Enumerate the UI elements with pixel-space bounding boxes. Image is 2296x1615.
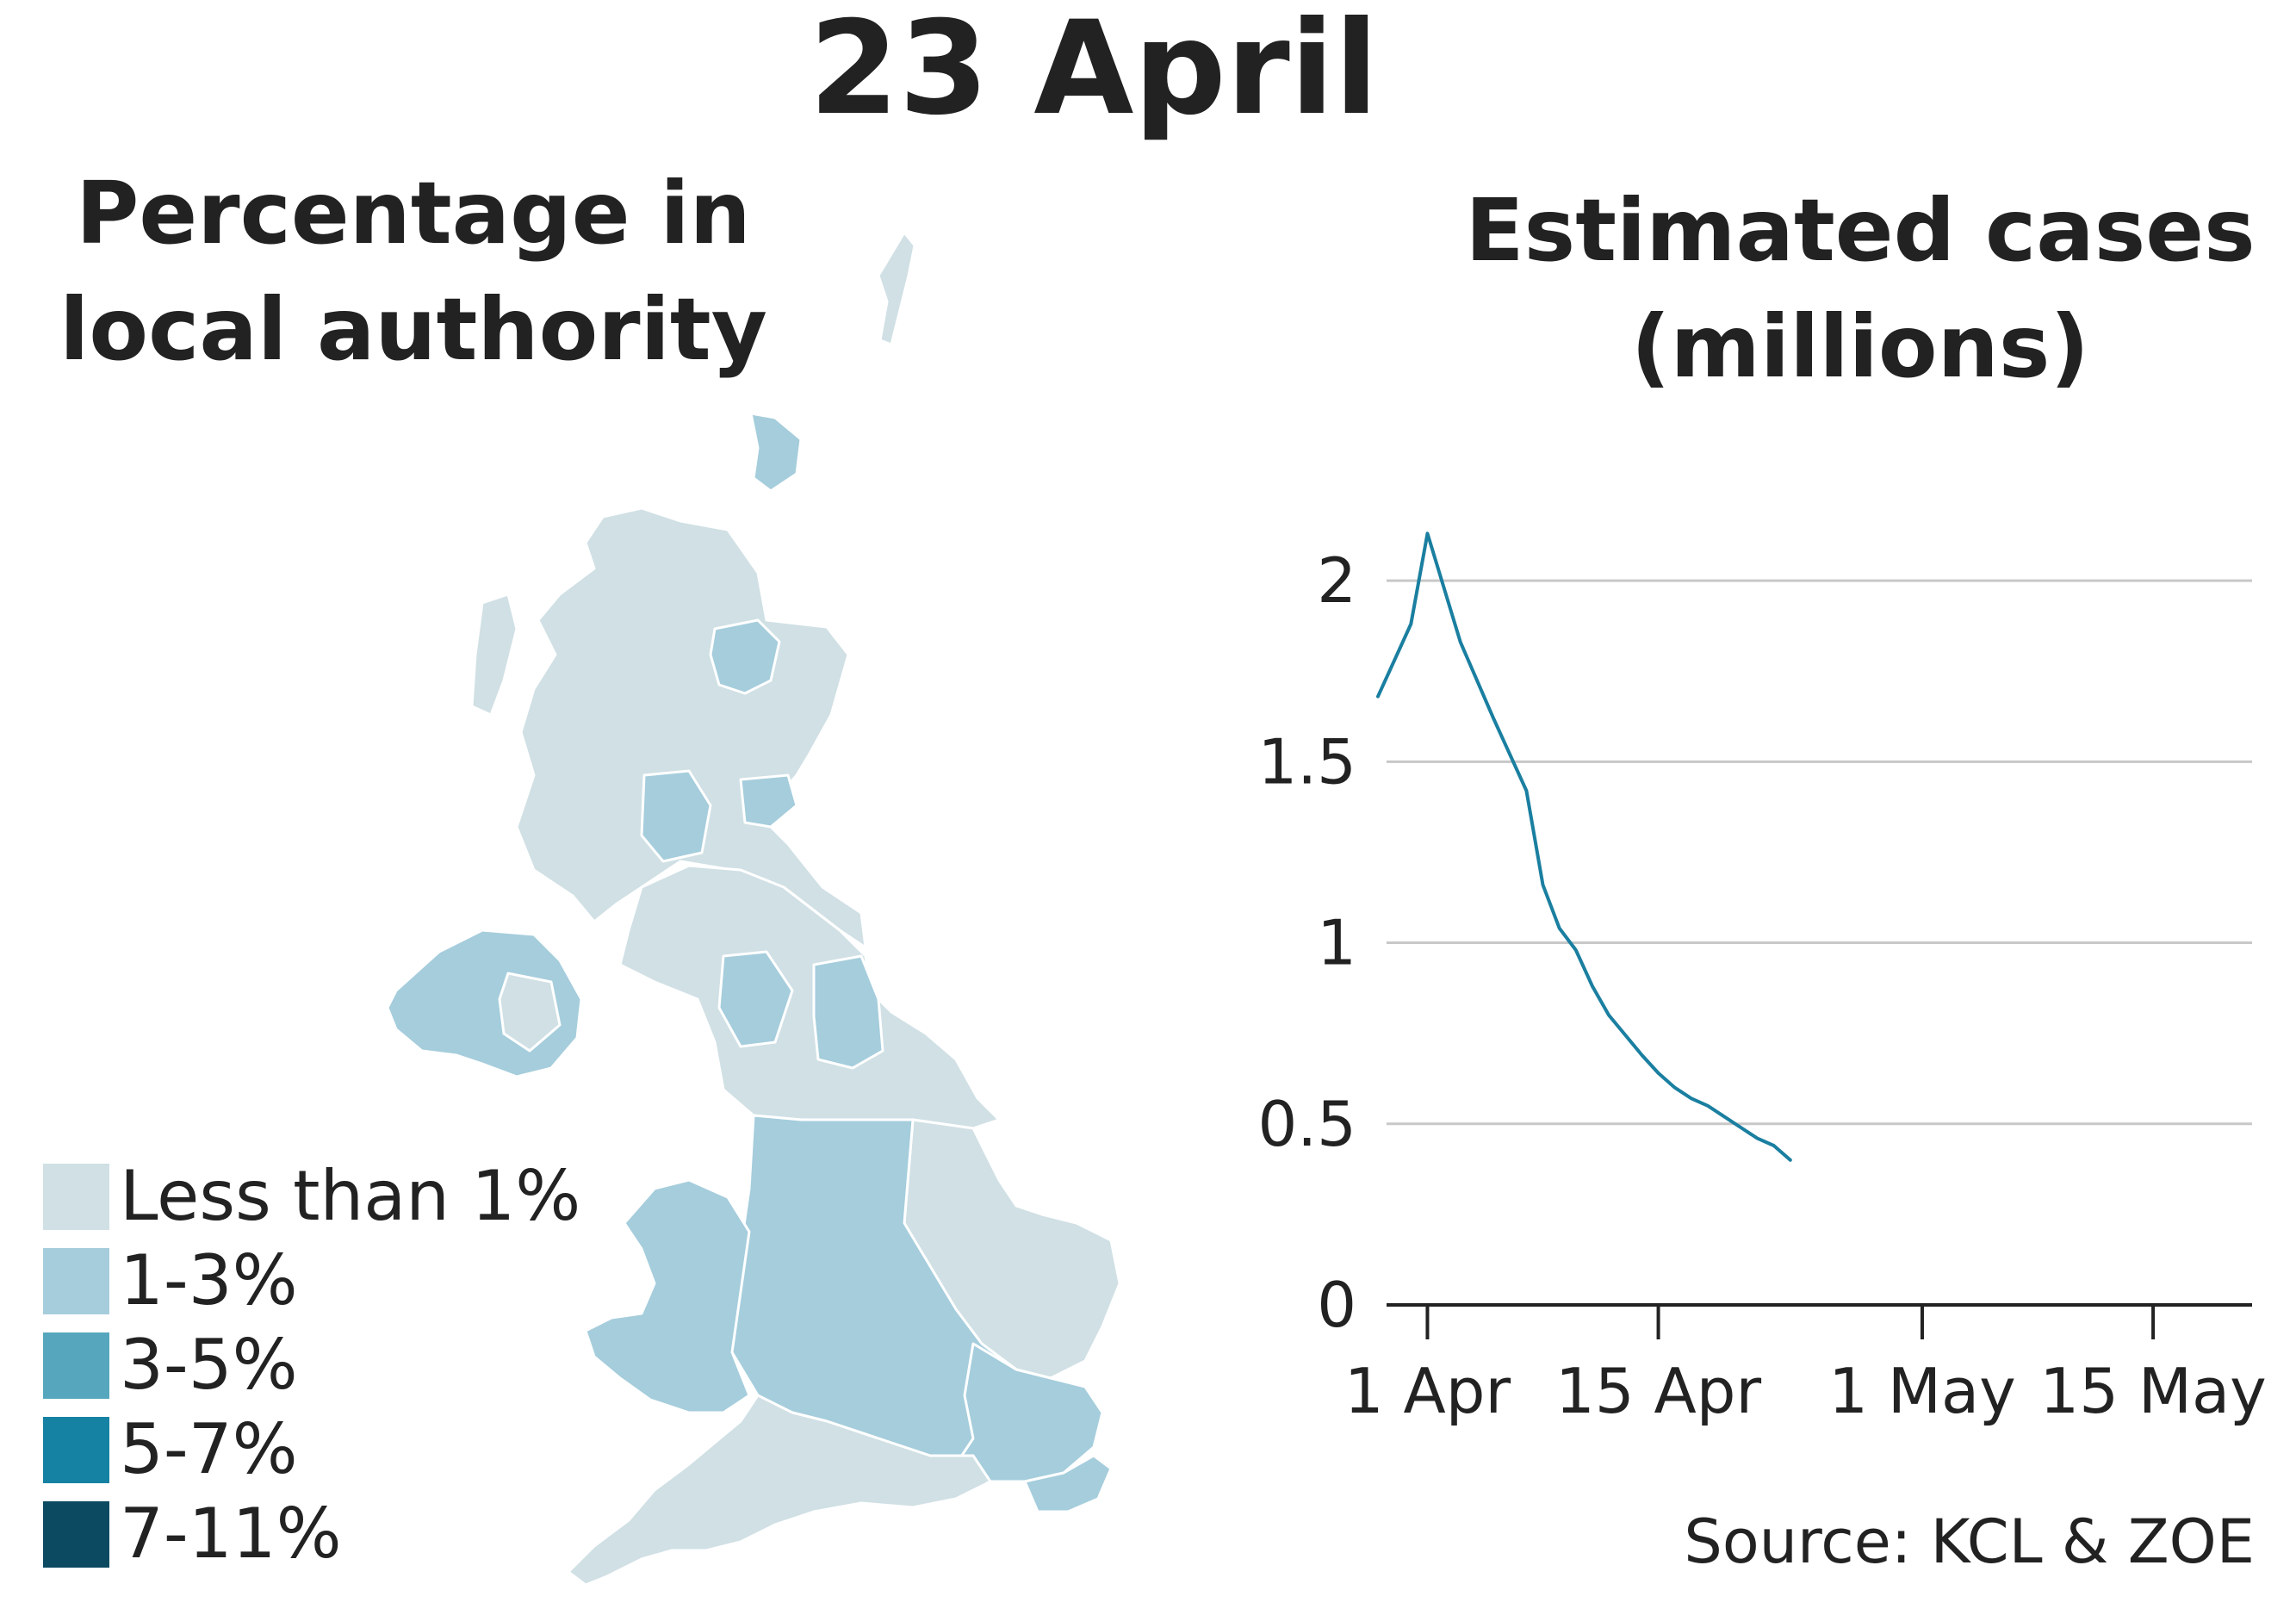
chart-axes: 0 0.5 1 1.5 2 1 Apr 15 Apr 1 May 15 May [1257, 544, 2266, 1427]
map-region-kent [1023, 1454, 1113, 1513]
series-line-estimated-cases [1376, 531, 1792, 1162]
x-tick-label: 15 May [2039, 1355, 2266, 1427]
legend-item: Less than 1% [43, 1154, 580, 1239]
map-region-cumbria [717, 950, 794, 1048]
date-title: 23 April [809, 0, 1379, 144]
y-tick-label: 0 [1317, 1269, 1356, 1341]
chart-gridlines [1387, 579, 2252, 1126]
legend-item: 5-7% [43, 1407, 580, 1492]
chart-title-line-2: (millions) [1630, 296, 2090, 397]
legend-label: Less than 1% [120, 1156, 581, 1236]
map-region-aberdeen [709, 618, 781, 695]
map-title: Percentage in local authority [34, 155, 792, 388]
legend-item: 3-5% [43, 1323, 580, 1407]
uk-choropleth-map [386, 231, 1121, 1587]
map-legend: Less than 1% 1-3% 3-5% 5-7% 7-11% [43, 1154, 580, 1576]
map-title-line-1: Percentage in [76, 163, 751, 264]
legend-swatch [43, 1163, 109, 1230]
source-note: Source: KCL & ZOE [1684, 1506, 2255, 1577]
chart-title-line-1: Estimated cases [1465, 180, 2256, 281]
map-region-n-ireland-inner [498, 972, 562, 1053]
y-tick-label: 2 [1317, 544, 1356, 617]
legend-item: 1-3% [43, 1239, 580, 1323]
legend-swatch [43, 1332, 109, 1399]
map-region-wales [584, 1178, 751, 1414]
map-region-edinburgh [739, 773, 798, 829]
x-tick-label: 1 Apr [1344, 1355, 1511, 1427]
y-tick-label: 1.5 [1257, 725, 1356, 798]
legend-label: 5-7% [120, 1409, 298, 1489]
map-title-line-2: local authority [59, 279, 767, 380]
chart-series [1376, 531, 1792, 1162]
map-region-south-west [567, 1394, 992, 1587]
y-tick-label: 0.5 [1257, 1088, 1356, 1160]
y-tick-label: 1 [1317, 907, 1356, 979]
legend-swatch [43, 1247, 109, 1314]
cases-line-chart: 0 0.5 1 1.5 2 1 Apr 15 Apr 1 May 15 May [1257, 531, 2267, 1427]
legend-swatch [43, 1500, 109, 1568]
legend-item: 7-11% [43, 1492, 580, 1576]
x-tick-label: 1 May [1828, 1355, 2016, 1427]
map-region-shetland [877, 231, 916, 346]
legend-swatch [43, 1416, 109, 1483]
map-region-scotland-islands [470, 593, 518, 717]
map-region-north-england [618, 864, 1001, 1130]
legend-label: 7-11% [120, 1494, 342, 1574]
legend-label: 1-3% [120, 1240, 298, 1320]
chart-title: Estimated cases (millions) [1421, 172, 2296, 405]
legend-label: 3-5% [120, 1325, 298, 1405]
map-region-glasgow [640, 769, 712, 863]
map-region-orkney [749, 412, 803, 493]
x-tick-label: 15 Apr [1555, 1355, 1761, 1427]
map-region-yorkshire [812, 954, 884, 1070]
